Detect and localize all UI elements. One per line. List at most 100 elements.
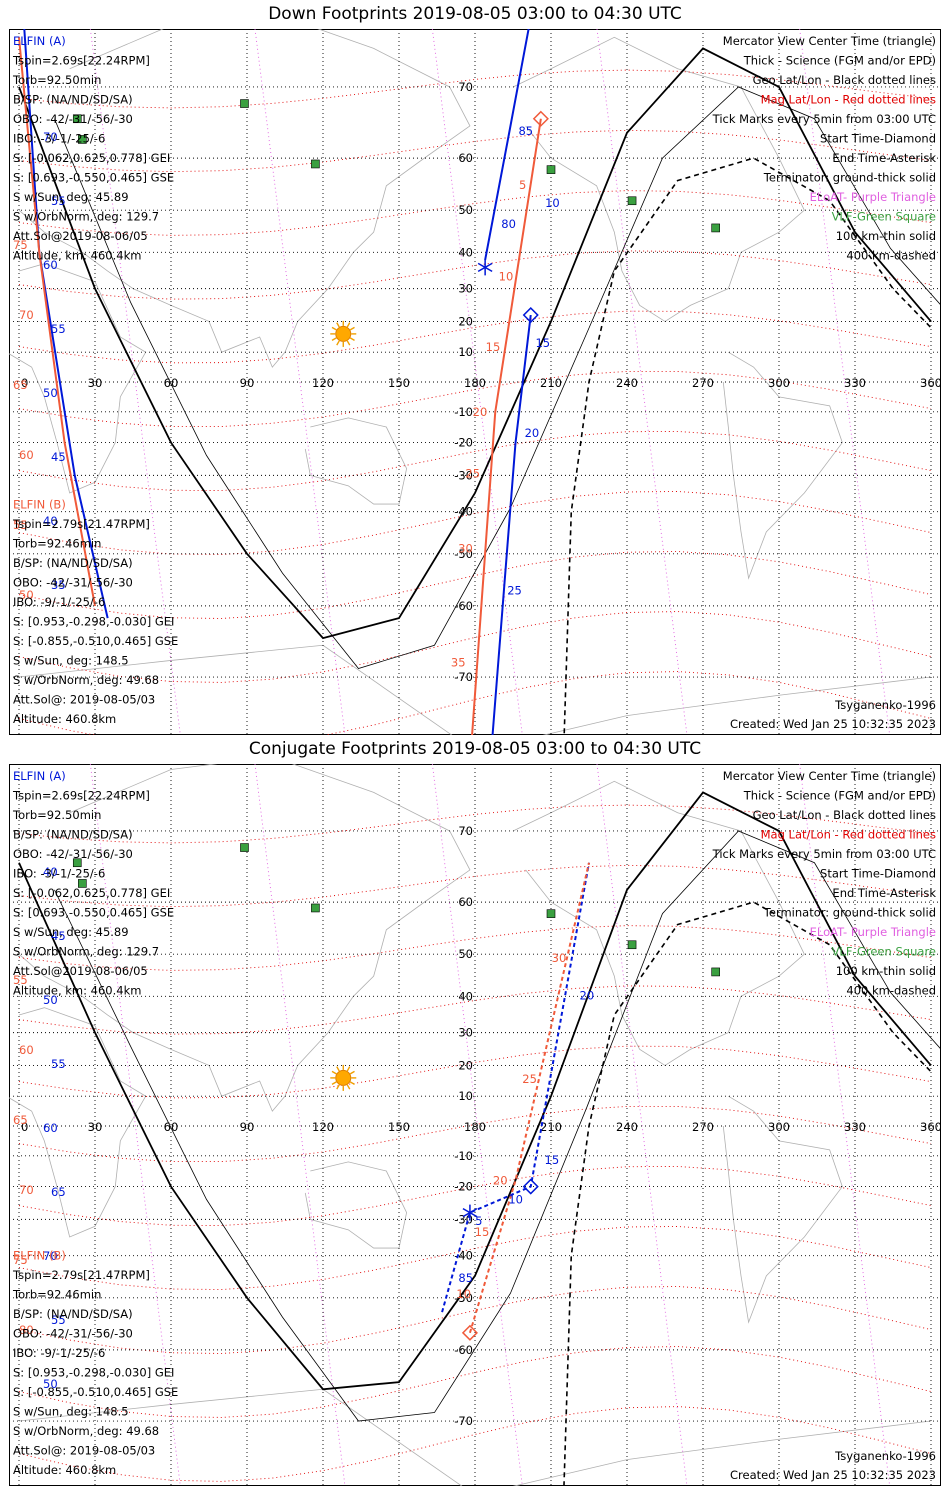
lat-tick-label: 30 [458, 282, 473, 296]
sun-ray [331, 326, 337, 331]
legend-entry: End Time-Asterisk [832, 886, 936, 900]
land-outline [304, 417, 408, 505]
lat-tick-label: 10 [458, 1089, 473, 1103]
lon-tick-label: 240 [616, 1120, 638, 1134]
vlf-station-square [72, 114, 82, 124]
track-time-label: 25 [507, 583, 522, 597]
legend-entry: Start Time-Diamond [820, 867, 936, 881]
mag-lat-line [18, 804, 932, 844]
elfin-a-info: S w/OrbNorm, deg: 129.7 [13, 210, 159, 224]
elfin-b-info: B/SP: (NA/ND/SD/SA) [13, 1307, 133, 1321]
lon-tick-label: 120 [312, 376, 334, 390]
vlf-station-square [240, 99, 249, 108]
lat-tick-label: -60 [454, 599, 473, 613]
mag-lat-line [18, 431, 932, 491]
track-time-label: 15 [535, 336, 550, 350]
track-time-label: 30 [458, 542, 473, 556]
track-time-label: 35 [451, 656, 466, 670]
land-outline [9, 1007, 147, 1238]
sun-ray [346, 1084, 351, 1090]
left-track-label-a: 55 [51, 1313, 66, 1327]
elfin-a-info: B/SP: (NA/ND/SD/SA) [13, 93, 133, 107]
track-time-label: 20 [580, 989, 595, 1003]
track-time-label: 85 [458, 1271, 473, 1285]
lon-tick-label: 90 [240, 376, 255, 390]
left-track-label-a: 45 [51, 929, 66, 943]
terminator-400km [563, 157, 932, 735]
lon-tick-label: 240 [616, 376, 638, 390]
lat-tick-label: 20 [458, 314, 473, 328]
terminator-400km [563, 901, 932, 1486]
elfin-b-info: S: [0.953,-0.298,-0.030] GEI [13, 1366, 174, 1380]
left-track-label-a: 55 [51, 194, 66, 208]
left-track-label-b: 75 [13, 238, 28, 252]
legend-entry: 100 km-thin solid [836, 964, 936, 978]
lat-tick-label: -50 [454, 1291, 473, 1305]
mag-lat-line [18, 1045, 932, 1099]
sun-ray [349, 1081, 355, 1086]
sun-ray [346, 340, 351, 346]
left-track-label-b: 50 [19, 588, 34, 602]
terminator-ground [18, 791, 932, 1391]
sun-icon [335, 1069, 352, 1086]
sun-ray [336, 1084, 340, 1090]
left-track-label-a: 55 [51, 322, 66, 336]
left-track-label-a: 60 [43, 1121, 58, 1135]
lon-tick-label: 30 [88, 1120, 103, 1134]
left-track-label-a: 40 [43, 514, 58, 528]
lon-tick-label: 120 [312, 1120, 334, 1134]
elfin-a-info: OBO: -42/-31/-56/-30 [13, 112, 133, 126]
lat-tick-label: 60 [458, 151, 473, 165]
elfin-a-info: Altitude, km: 460.4km [13, 249, 141, 263]
mag-lat-line [18, 1166, 932, 1226]
elfin-a-info: B/SP: (NA/ND/SD/SA) [13, 828, 133, 842]
legend-entry: 400 km-dashed [846, 249, 936, 263]
left-track-label-b: 55 [13, 518, 28, 532]
elfin-b-info: OBO: -42/-31/-56/-30 [13, 576, 133, 590]
vlf-station-square [711, 967, 720, 977]
elfin-b-info: Tspin=2.79s[21.47RPM] [12, 1268, 150, 1282]
track-time-label: 20 [525, 426, 540, 440]
elfin-b-info: IBO: -9/-1/-25/-6 [13, 595, 105, 609]
lat-tick-label: -70 [454, 1414, 473, 1428]
vlf-station-square [546, 165, 556, 174]
elfin-b-info: Altitude: 460.8km [13, 1463, 116, 1477]
track-time-label: 20 [493, 1173, 508, 1187]
land-outline [512, 780, 805, 1066]
terminator-ground [18, 47, 932, 640]
elfin-b-info: Att.Sol@: 2019-08-05/03 [13, 693, 155, 707]
sun-ray [349, 1070, 355, 1075]
lat-tick-label: 50 [458, 203, 473, 217]
sun-ray [336, 340, 340, 346]
left-track-label-b: 70 [19, 1183, 34, 1197]
mag-lat-line [18, 190, 932, 236]
legend-entry: Mercator View Center Time (triangle) [723, 34, 936, 48]
start-diamond [532, 110, 549, 127]
left-track-label-b: 70 [19, 308, 34, 322]
lat-tick-label: 10 [458, 345, 473, 359]
elfin-a-info: S: [0.693,-0.550,0.465] GSE [13, 171, 174, 185]
vlf-station-square [311, 159, 320, 169]
vlf-station-square [72, 858, 82, 868]
track-time-label: 85 [518, 124, 533, 138]
panel-1-title: Down Footprints 2019-08-05 03:00 to 04:3… [268, 4, 682, 24]
orbit-track [441, 862, 590, 1313]
lat-tick-label: 70 [458, 824, 473, 838]
lat-tick-label: -20 [454, 1180, 473, 1194]
left-track-label-a: 55 [51, 1057, 66, 1071]
left-track-label-a: 60 [43, 258, 58, 272]
sun-ray [349, 326, 355, 331]
orbit-track [23, 29, 109, 619]
mag-lat-line [18, 69, 932, 109]
legend-entry: Mag Lat/Lon - Red dotted lines [761, 93, 936, 107]
left-track-label-b: 65 [13, 1113, 28, 1127]
lon-tick-label: 180 [464, 376, 486, 390]
mag-lat-line [18, 985, 932, 1035]
elfin-b-heading: ELFIN (B) [13, 498, 66, 512]
legend-entry: Start Time-Diamond [820, 132, 936, 146]
lon-tick-label: 180 [464, 1120, 486, 1134]
lon-tick-label: 150 [388, 376, 410, 390]
vlf-station-square [78, 879, 87, 888]
created-timestamp: Created: Wed Jan 25 10:32:35 2023 [730, 1468, 936, 1482]
left-track-label-a: 70 [43, 1249, 58, 1263]
